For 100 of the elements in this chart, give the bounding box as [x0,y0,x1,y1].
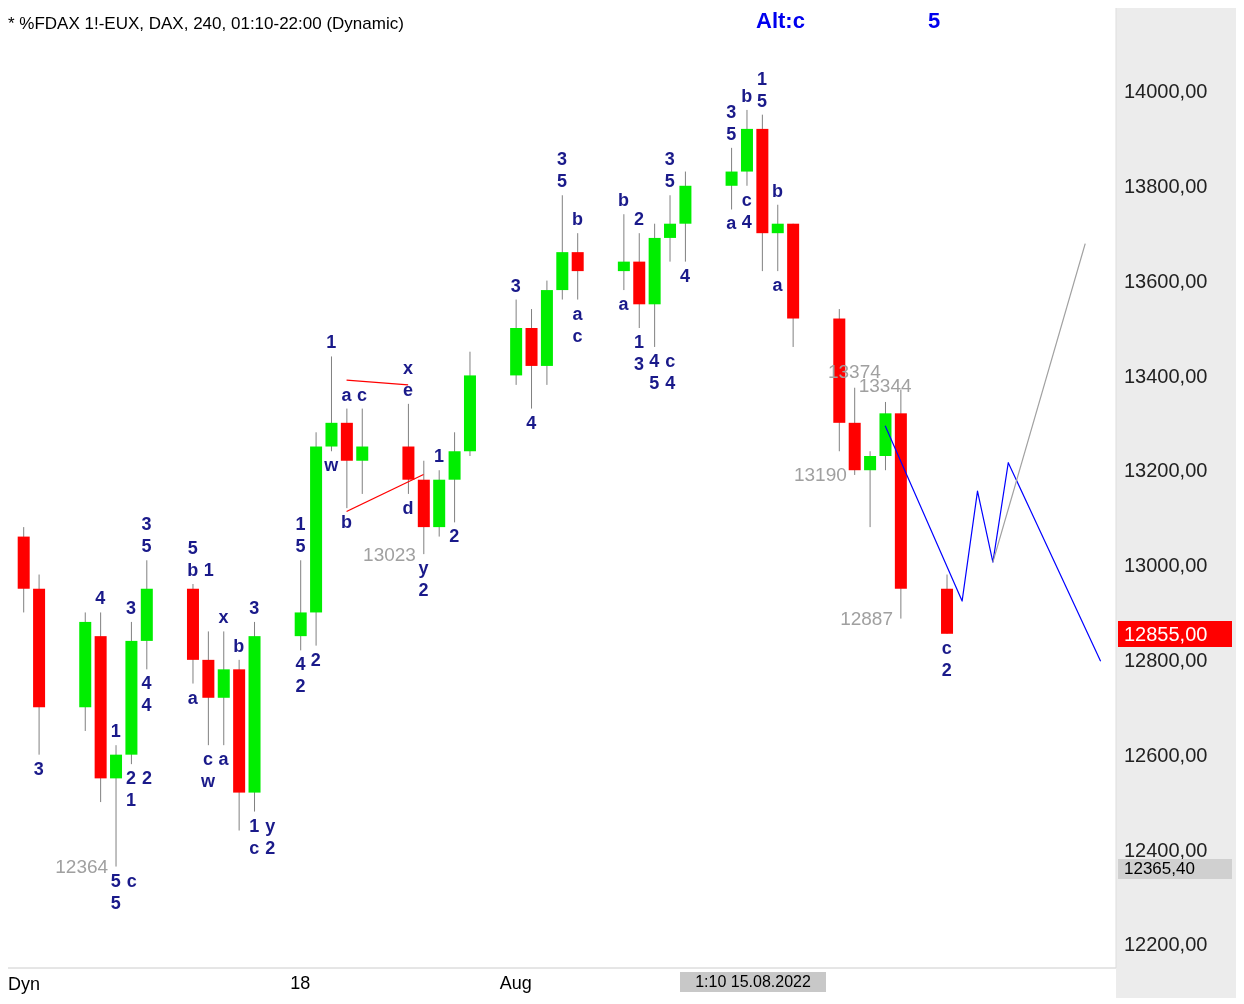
annotation: 4 [95,588,106,609]
annotation: 5 [726,123,737,144]
annotation: b [187,560,199,580]
annotation: w [200,771,217,792]
annotation: 4 [680,265,691,286]
candlestick [294,559,307,651]
y-tick-label: 13800,00 [1124,174,1208,197]
annotation: c [356,384,367,405]
text: Dyn [8,974,41,995]
annotation: 3 [664,149,675,170]
annotation: 5 [649,372,660,393]
candlestick [664,194,677,263]
annotation: 1 [203,560,214,580]
annotation: 2 [295,676,306,697]
candlestick [571,232,584,301]
annotation: 4 [526,412,537,433]
annotation: 1 [126,790,137,811]
annotation: 5 [556,171,568,192]
annotation: 2 [126,768,137,789]
annotation: 4 [141,673,152,694]
annotation: 5 [664,171,675,192]
annotation: c [741,189,752,210]
annotation: 5 [141,536,152,557]
annotation: a [572,303,584,324]
annotation: 3 [249,597,260,618]
annotation: 5 [187,538,198,558]
annotation: 3 [726,101,737,122]
y-tick-label: 14000,00 [1124,80,1208,103]
annotation: 3 [556,149,568,170]
annotation: 1 [633,332,644,352]
annotation: 2 [265,837,276,858]
annotation: 1 [249,815,260,836]
y-tick-label: 12800,00 [1124,648,1208,671]
candlestick [864,450,877,528]
annotation: a [218,749,230,770]
annotation: c [249,837,260,858]
annotation: 2 [418,580,429,601]
annotation: a [772,275,784,296]
candlestick [110,744,123,868]
annotation: 4 [741,211,752,232]
text: 12855,00 [1118,620,1232,647]
annotation: 3 [141,514,152,535]
candlestick [356,408,369,495]
annotation: 1 [295,514,306,535]
y-tick-label: 12200,00 [1124,933,1208,956]
y-tick-label: 12600,00 [1124,743,1208,766]
annotation: c [572,325,583,346]
y-tick-label: 12400,00 [1124,838,1208,861]
annotation: 5 [110,892,121,913]
annotation: c [665,350,676,371]
y-tick-label: 13600,00 [1124,269,1208,292]
annotation: a [341,384,353,405]
text: 12365,40 [1118,858,1232,879]
y-tick-label: 13400,00 [1124,364,1208,387]
x-tick-label: Aug [499,972,532,993]
annotation: c [126,870,137,891]
annotation: 13190 [793,464,847,486]
annotation: d [402,497,414,518]
annotation: 1 [326,332,337,353]
candlestick [325,355,338,452]
annotation: 4 [665,372,676,393]
candlestick [771,204,784,272]
annotation: 3 [633,354,644,374]
annotation: b [341,512,353,533]
annotation: Alt:c [756,8,805,34]
annotation: 4 [295,654,306,675]
annotation: 5 [757,90,768,111]
annotation: b [741,85,753,106]
annotation: w [323,455,340,476]
annotation: 13023 [363,543,416,565]
annotation: c [203,749,214,770]
annotation: b [233,635,245,656]
annotation: y [265,815,276,836]
annotation: c [941,637,952,658]
annotation: 2 [142,768,153,789]
candlestick [725,147,738,210]
annotation: 2 [633,209,644,230]
annotation: 4 [141,695,152,716]
annotation: a [726,213,738,234]
annotation: 1 [433,446,444,467]
annotation: x [218,607,229,628]
annotation: 4 [649,350,660,371]
y-tick-label: 13200,00 [1124,459,1208,482]
text: 1:10 15.08.2022 [680,972,826,992]
annotation: 2 [449,526,460,547]
annotation: e [403,379,414,400]
annotation: 1 [757,68,768,89]
annotation: 12887 [840,608,893,630]
annotation: a [618,294,630,315]
annotation: 5 [110,870,121,891]
chart-title: * %FDAX 1!-EUX, DAX, 240, 01:10-22:00 (Dynamic) [8,14,404,34]
candlestick [617,213,630,291]
annotation: 2 [941,659,952,680]
y-tick-label: 13000,00 [1124,554,1208,577]
annotation: b [618,190,630,211]
annotation: x [403,357,414,378]
annotation: y [418,558,429,579]
annotation: b [771,180,783,201]
annotation: 3 [510,275,521,296]
annotation: 5 [295,536,306,557]
